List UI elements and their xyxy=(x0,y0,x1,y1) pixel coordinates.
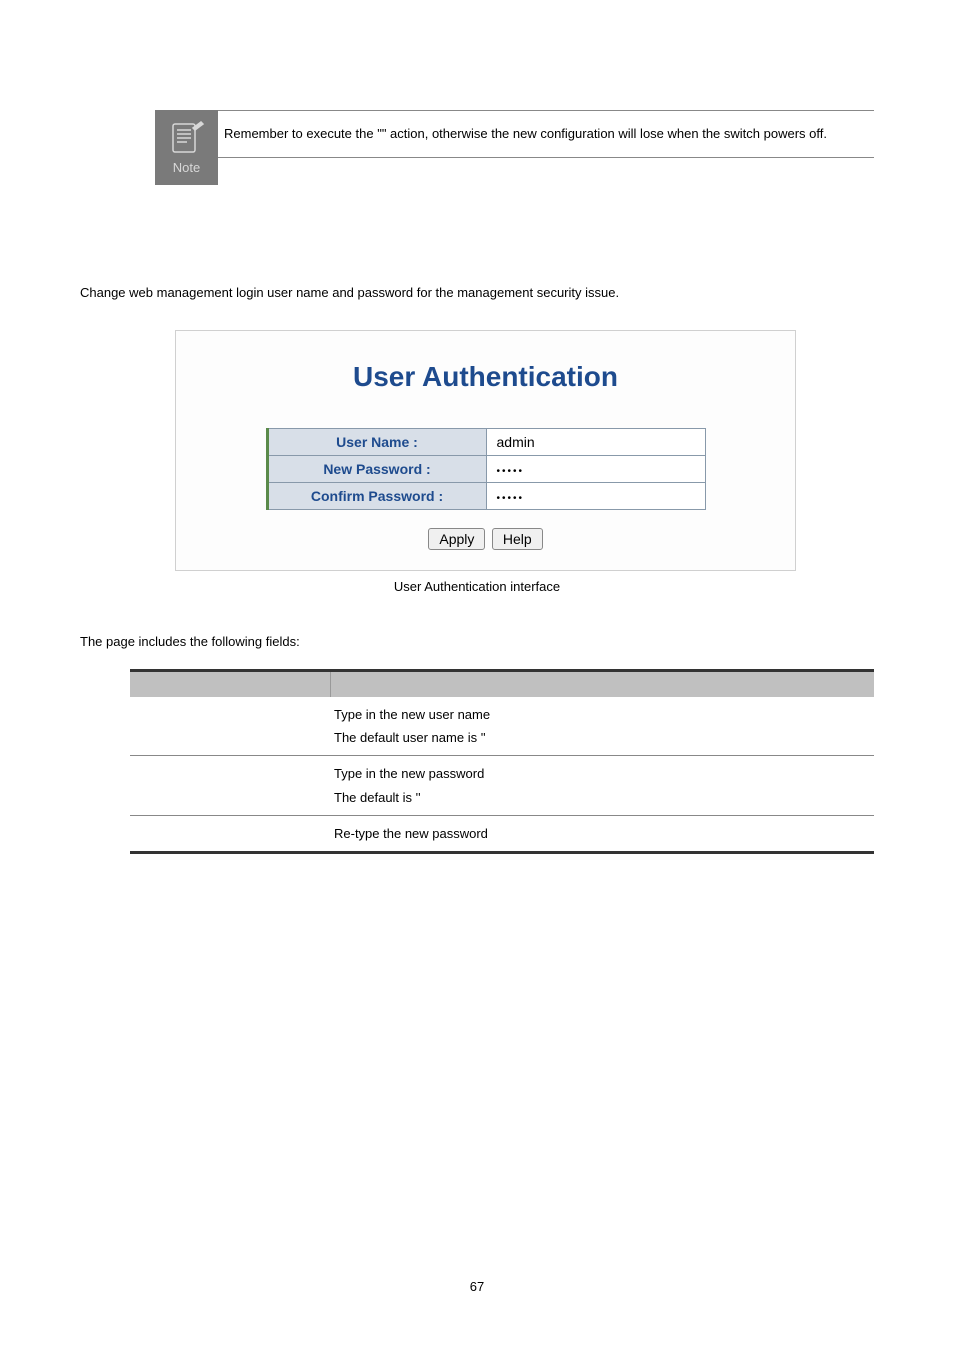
apply-button[interactable]: Apply xyxy=(428,528,485,550)
confirmpassword-input[interactable]: ••••• xyxy=(497,493,525,504)
button-row: Apply Help xyxy=(176,528,795,550)
field-desc-1-line1: Type in the new user name xyxy=(334,707,490,722)
username-label: User Name : xyxy=(267,429,486,456)
note-text: Remember to execute the "" action, other… xyxy=(224,119,870,149)
note-text-container: Remember to execute the "" action, other… xyxy=(218,110,874,158)
fields-table: Type in the new user name The default us… xyxy=(130,669,874,854)
auth-panel: User Authentication User Name : New Pass… xyxy=(175,330,796,571)
username-input[interactable] xyxy=(497,434,695,450)
figure-caption: User Authentication interface xyxy=(80,579,874,594)
fields-header-1 xyxy=(130,671,330,697)
page-number: 67 xyxy=(0,1279,954,1294)
fields-header-row xyxy=(130,671,874,697)
auth-row-username: User Name : xyxy=(267,429,705,456)
auth-row-confirmpassword: Confirm Password : ••••• xyxy=(267,483,705,510)
newpassword-label: New Password : xyxy=(267,456,486,483)
note-icon: Note xyxy=(155,110,218,185)
fields-intro: The page includes the following fields: xyxy=(80,634,874,649)
field-desc-1-line2c: ' xyxy=(483,730,485,745)
confirmpassword-cell: ••••• xyxy=(486,483,705,510)
note-text-2: " action, otherwise the new configuratio… xyxy=(382,126,827,141)
help-button[interactable]: Help xyxy=(492,528,543,550)
field-desc-1: Type in the new user name The default us… xyxy=(330,697,874,756)
field-desc-2-line2c: ' xyxy=(418,790,420,805)
field-desc-2-line1: Type in the new password xyxy=(334,766,484,781)
note-section: Note Remember to execute the "" action, … xyxy=(155,110,874,185)
auth-title: User Authentication xyxy=(176,361,795,393)
field-row-username: Type in the new user name The default us… xyxy=(130,697,874,756)
confirmpassword-label: Confirm Password : xyxy=(267,483,486,510)
note-text-1: Remember to execute the " xyxy=(224,126,382,141)
field-desc-3-line1: Re-type the new password xyxy=(334,826,488,841)
field-desc-2: Type in the new password The default is … xyxy=(330,756,874,816)
username-cell xyxy=(486,429,705,456)
auth-table: User Name : New Password : ••••• Confirm… xyxy=(266,428,706,510)
note-label: Note xyxy=(173,160,200,175)
auth-row-newpassword: New Password : ••••• xyxy=(267,456,705,483)
field-row-confirmpassword: Re-type the new password xyxy=(130,816,874,853)
field-label-1 xyxy=(130,697,330,756)
field-label-2 xyxy=(130,756,330,816)
newpassword-cell: ••••• xyxy=(486,456,705,483)
field-label-3 xyxy=(130,816,330,853)
intro-text: Change web management login user name an… xyxy=(80,285,874,300)
newpassword-input[interactable]: ••••• xyxy=(497,466,525,477)
field-desc-1-line2a: The default user name is ' xyxy=(334,730,483,745)
field-desc-3: Re-type the new password xyxy=(330,816,874,853)
field-row-newpassword: Type in the new password The default is … xyxy=(130,756,874,816)
fields-header-2 xyxy=(330,671,874,697)
field-desc-2-line2a: The default is ' xyxy=(334,790,418,805)
